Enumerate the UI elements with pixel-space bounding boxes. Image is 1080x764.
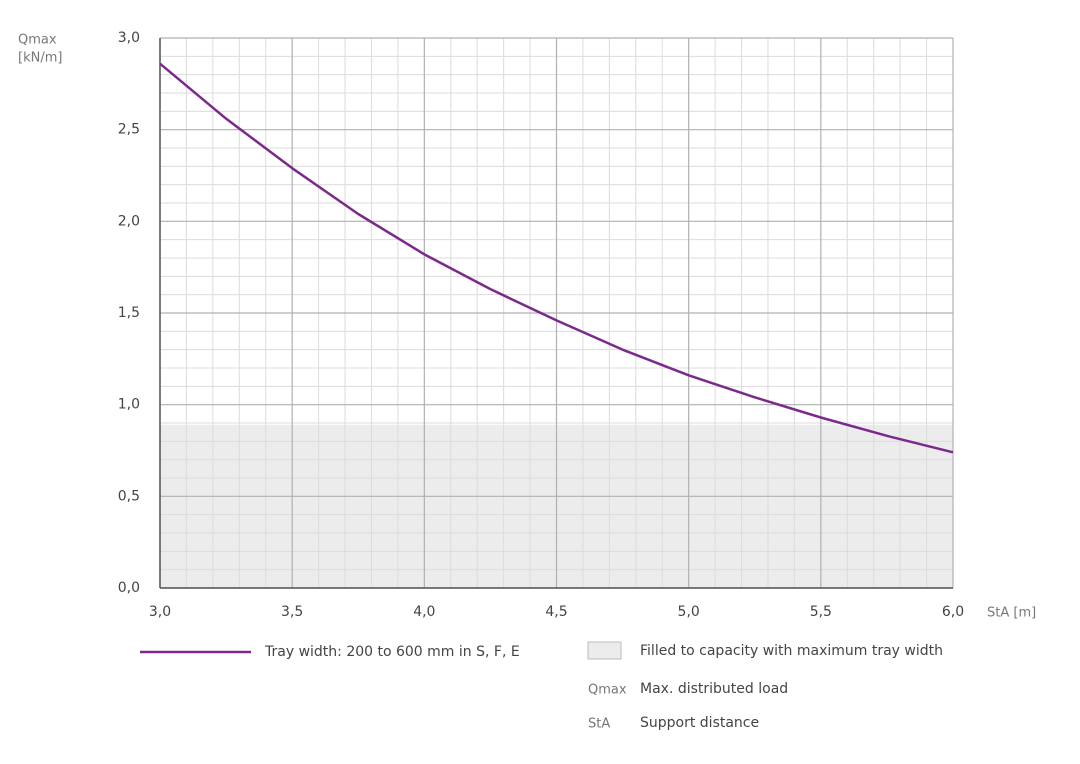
note-text: Max. distributed load	[640, 681, 788, 697]
y-axis-label: Qmax	[18, 33, 57, 48]
x-tick-label: 3,0	[149, 604, 171, 620]
note-symbol: StA	[588, 717, 610, 732]
y-tick-label: 3,0	[118, 30, 140, 46]
note-text: Support distance	[640, 715, 759, 731]
x-axis-label: StA [m]	[987, 606, 1036, 621]
y-tick-label: 1,5	[118, 305, 140, 321]
y-tick-label: 0,5	[118, 488, 140, 504]
x-tick-label: 3,5	[281, 604, 303, 620]
x-tick-label: 4,5	[545, 604, 567, 620]
legend-label: Tray width: 200 to 600 mm in S, F, E	[264, 644, 520, 660]
note-symbol: Qmax	[588, 683, 627, 698]
x-tick-label: 6,0	[942, 604, 964, 620]
y-axis-label: [kN/m]	[18, 51, 62, 66]
line	[159, 62, 954, 454]
x-tick-label: 4,0	[413, 604, 435, 620]
legend-label: Filled to capacity with maximum tray wid…	[640, 643, 943, 659]
y-tick-label: 2,5	[118, 122, 140, 138]
y-tick-label: 2,0	[118, 213, 140, 229]
y-tick-label: 0,0	[118, 580, 140, 596]
y-tick-label: 1,0	[118, 397, 140, 413]
legend-swatch	[587, 641, 622, 660]
x-tick-label: 5,5	[810, 604, 832, 620]
x-tick-label: 5,0	[678, 604, 700, 620]
